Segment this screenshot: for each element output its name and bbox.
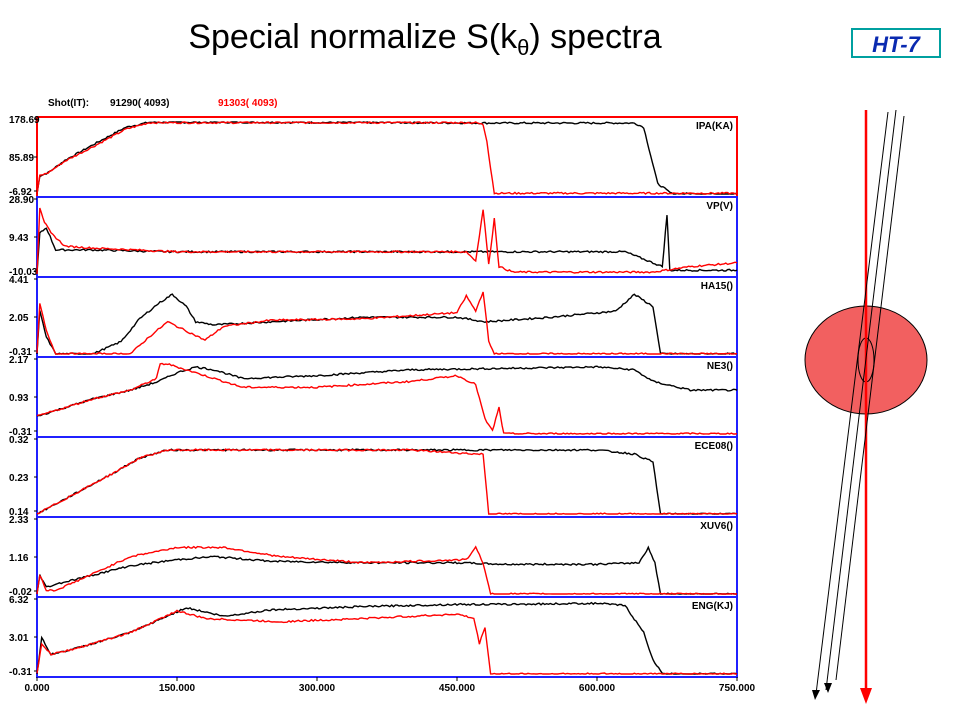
panel-3-tick-2: -0.31: [9, 427, 32, 438]
panel-0-series-red: [36, 121, 738, 195]
panel-0-tick-2: -6.92: [9, 187, 32, 198]
shot-2-label: 91303( 4093): [218, 98, 278, 109]
panel-6-label: ENG(KJ): [692, 601, 733, 612]
panel-1-series-black: [36, 215, 738, 274]
panel-6-tick-1: 3.01: [9, 633, 29, 644]
panel-4-series-red: [36, 448, 738, 515]
panel-0-label: IPA(KA): [696, 121, 733, 132]
panel-4-tick-2: 0.14: [9, 507, 29, 518]
panel-4-tick-1: 0.23: [9, 473, 29, 484]
panel-5-series-red: [36, 545, 737, 595]
x-tick-label-2: 300.000: [299, 683, 336, 694]
x-tick-label-3: 450.000: [439, 683, 476, 694]
panel-frame-5: [36, 516, 738, 598]
panel-2-series-black: [36, 293, 738, 355]
panel-4-series-black: [36, 448, 738, 515]
panel-frame-0: [36, 116, 738, 198]
panel-3-label: NE3(): [707, 361, 733, 372]
panel-2-label: HA15(): [701, 281, 733, 292]
panel-2-series-red: [36, 291, 738, 355]
chord-arrow-2: [824, 683, 832, 693]
panels-group: 178.69 85.89 -6.92 IPA(KA) 28.90 9.43 -10.03 VP…: [9, 115, 738, 678]
schematic: [804, 109, 928, 704]
panel-3-series-red: [36, 362, 738, 435]
panel-0-tick-1: 85.89: [9, 153, 34, 164]
panel-4-label: ECE08(): [695, 441, 733, 452]
panel-2-tick-0: 4.41: [9, 275, 29, 286]
shot-label: Shot(IT):: [48, 98, 89, 109]
panel-1-label: VP(V): [706, 201, 733, 212]
x-tick-label-1: 150.000: [159, 683, 196, 694]
page-title: Special normalize S(kθ) spectra: [0, 18, 850, 61]
panel-0-tick-0: 178.69: [9, 115, 40, 126]
panel-2-tick-2: -0.31: [9, 347, 32, 358]
panel-frame-4: [36, 436, 738, 518]
panel-0-series-black: [36, 121, 738, 195]
ht7-badge: HT-7: [851, 28, 941, 58]
panel-2-tick-1: 2.05: [9, 313, 29, 324]
panel-1-tick-1: 9.43: [9, 233, 29, 244]
title-subscript: θ: [517, 35, 530, 60]
red-beam-arrow: [860, 688, 872, 704]
panel-3-tick-1: 0.93: [9, 393, 29, 404]
panel-4-tick-0: 0.32: [9, 435, 29, 446]
panel-frame-6: [36, 596, 738, 678]
x-tick-label-4: 600.000: [579, 683, 616, 694]
title-suffix: ) spectra: [529, 18, 662, 56]
panel-5-tick-1: 1.16: [9, 553, 29, 564]
panel-3-series-black: [36, 365, 738, 417]
panel-frame-1: [36, 196, 738, 278]
panel-1-tick-0: 28.90: [9, 195, 34, 206]
panel-1-tick-2: -10.03: [9, 267, 38, 278]
title-prefix: Special normalize S(k: [188, 18, 518, 56]
chord-line-2: [825, 109, 897, 691]
chord-line-3: [835, 115, 905, 681]
x-tick-label-5: 750.000: [719, 683, 756, 694]
panel-6-tick-2: -0.31: [9, 667, 32, 678]
panel-1-series-red: [36, 207, 738, 275]
panel-6-series-red: [36, 609, 738, 675]
x-axis: 0.000 150.000 300.000 450.000 600.000 750.000: [24, 677, 756, 694]
shot-1-label: 91290( 4093): [110, 98, 170, 109]
panel-5-tick-0: 2.33: [9, 515, 29, 526]
x-tick-label-0: 0.000: [24, 683, 49, 694]
panel-6-series-black: [36, 601, 738, 675]
chord-line-1: [815, 111, 889, 695]
chord-arrow-1: [812, 690, 820, 700]
panel-5-tick-2: -0.02: [9, 587, 32, 598]
panel-5-label: XUV6(): [700, 521, 733, 532]
panel-3-tick-0: 2.17: [9, 355, 29, 366]
panel-6-tick-0: 6.32: [9, 595, 29, 606]
